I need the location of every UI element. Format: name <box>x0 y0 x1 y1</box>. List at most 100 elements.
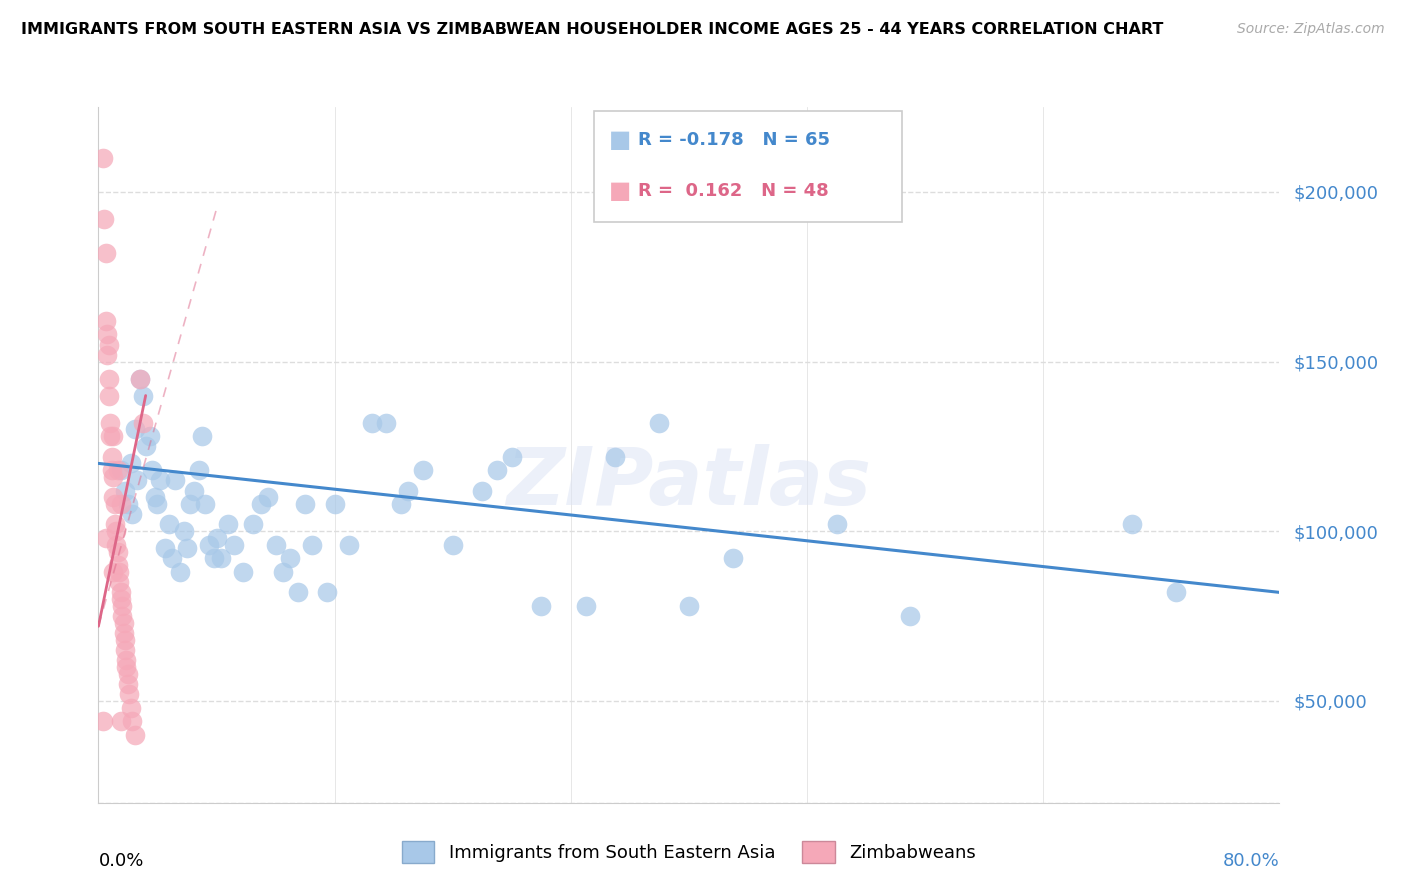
Point <box>157 517 180 532</box>
Text: R = -0.178   N = 65: R = -0.178 N = 65 <box>638 131 830 149</box>
Text: R =  0.162   N = 48: R = 0.162 N = 48 <box>638 182 830 200</box>
Point <box>114 632 136 647</box>
Point <box>575 599 598 613</box>
Point <box>124 422 146 436</box>
Point <box>114 483 136 498</box>
Text: ■: ■ <box>609 178 631 202</box>
Point <box>97 388 120 402</box>
Point <box>100 463 122 477</box>
Point <box>97 371 120 385</box>
Point <box>94 246 117 260</box>
Point <box>91 151 114 165</box>
Point <box>486 463 509 477</box>
Text: ■: ■ <box>609 128 631 152</box>
Legend: Immigrants from South Eastern Asia, Zimbabweans: Immigrants from South Eastern Asia, Zimb… <box>395 834 983 871</box>
Point <box>139 429 162 443</box>
Text: Source: ZipAtlas.com: Source: ZipAtlas.com <box>1237 22 1385 37</box>
Point <box>135 439 157 453</box>
Point <box>257 491 280 505</box>
Point <box>120 457 142 471</box>
Point <box>191 429 214 443</box>
Point <box>471 483 494 498</box>
Point <box>103 491 125 505</box>
Point <box>149 474 172 488</box>
Point <box>162 551 183 566</box>
Point <box>224 538 246 552</box>
Point <box>1121 517 1143 532</box>
Point <box>678 599 700 613</box>
Point <box>605 450 627 464</box>
Point <box>114 643 136 657</box>
Point <box>112 615 135 630</box>
Text: 0.0%: 0.0% <box>98 852 143 870</box>
Point <box>264 538 287 552</box>
Point <box>294 497 316 511</box>
Point <box>183 483 205 498</box>
Point <box>648 416 671 430</box>
Point <box>165 474 187 488</box>
Point <box>375 416 398 430</box>
FancyBboxPatch shape <box>595 111 901 222</box>
Point <box>124 728 146 742</box>
Point <box>339 538 361 552</box>
Point <box>97 337 120 351</box>
Point <box>110 497 132 511</box>
Point <box>205 531 228 545</box>
Point <box>530 599 553 613</box>
Point <box>108 575 131 590</box>
Point <box>271 565 294 579</box>
Point <box>105 524 128 539</box>
Point <box>187 463 209 477</box>
Point <box>389 497 412 511</box>
Text: IMMIGRANTS FROM SOUTH EASTERN ASIA VS ZIMBABWEAN HOUSEHOLDER INCOME AGES 25 - 44: IMMIGRANTS FROM SOUTH EASTERN ASIA VS ZI… <box>21 22 1164 37</box>
Point <box>217 517 239 532</box>
Point <box>132 388 155 402</box>
Point <box>176 541 198 556</box>
Point <box>1166 585 1188 599</box>
Point <box>141 463 163 477</box>
Point <box>117 666 139 681</box>
Point <box>316 585 339 599</box>
Point <box>242 517 264 532</box>
Point <box>900 609 922 624</box>
Point <box>398 483 420 498</box>
Point <box>103 470 125 484</box>
Point <box>501 450 523 464</box>
Point <box>232 565 254 579</box>
Point <box>110 592 132 607</box>
Point <box>173 524 195 539</box>
Point <box>94 531 117 545</box>
Point <box>110 585 132 599</box>
Point <box>194 497 217 511</box>
Point <box>209 551 232 566</box>
Point <box>287 585 309 599</box>
Point <box>104 517 127 532</box>
Point <box>111 599 134 613</box>
Point <box>94 314 117 328</box>
Point <box>107 544 129 558</box>
Point <box>121 714 143 729</box>
Point <box>169 565 191 579</box>
Point <box>153 541 176 556</box>
Point <box>96 348 118 362</box>
Point <box>118 687 141 701</box>
Point <box>96 327 118 342</box>
Point <box>107 463 129 477</box>
Point <box>723 551 745 566</box>
Point <box>125 474 148 488</box>
Point <box>323 497 346 511</box>
Point <box>441 538 464 552</box>
Point <box>179 497 201 511</box>
Point <box>112 626 135 640</box>
Point <box>202 551 225 566</box>
Point <box>117 497 139 511</box>
Point <box>103 565 125 579</box>
Point <box>412 463 434 477</box>
Point <box>250 497 273 511</box>
Point <box>301 538 323 552</box>
Point <box>98 429 121 443</box>
Point <box>146 497 169 511</box>
Point <box>117 677 139 691</box>
Point <box>121 508 143 522</box>
Text: ZIPatlas: ZIPatlas <box>506 443 872 522</box>
